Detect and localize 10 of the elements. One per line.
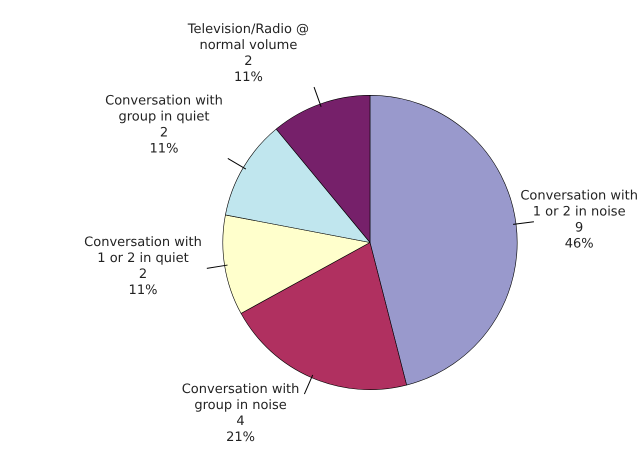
slice-label: Conversation with group in quiet bbox=[105, 93, 223, 124]
slice-label: Conversation with 1 or 2 in noise bbox=[520, 188, 638, 220]
data-label: 2 11% bbox=[150, 125, 178, 156]
slice-label: Television/Radio @ normal volume bbox=[186, 22, 310, 53]
data-label: 2 11% bbox=[234, 54, 263, 85]
slice-label: Conversation with 1 or 2 in quiet bbox=[84, 235, 202, 266]
slice-label: Conversation with group in noise bbox=[182, 382, 300, 413]
data-label: 9 46% bbox=[564, 220, 594, 252]
data-label: 4 21% bbox=[226, 414, 256, 445]
data-label: 2 11% bbox=[128, 267, 158, 298]
